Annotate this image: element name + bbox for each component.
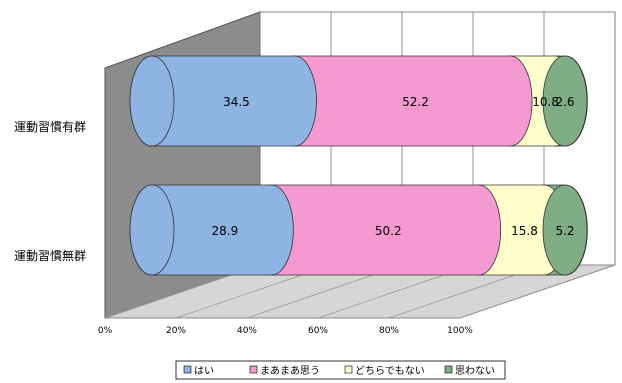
data-label: 5.2 bbox=[555, 224, 574, 238]
legend-swatch bbox=[183, 365, 192, 374]
data-label: 50.2 bbox=[375, 224, 402, 238]
x-tick-label: 80% bbox=[379, 326, 399, 336]
bar-end-cap bbox=[542, 184, 588, 276]
legend-label: まあまあ思う bbox=[260, 365, 320, 377]
x-tick-label: 20% bbox=[166, 326, 186, 336]
category-label: 運動習慣無群 bbox=[14, 248, 86, 263]
x-axis-ticks: 0% 20% 40% 60% 80% 100% bbox=[98, 326, 473, 336]
legend-label: 思わない bbox=[455, 365, 495, 377]
x-tick-label: 60% bbox=[308, 326, 328, 336]
legend-swatch bbox=[344, 365, 353, 374]
x-tick-label: 0% bbox=[98, 326, 113, 336]
legend: はい まあまあ思う どちらでもない 思わない bbox=[183, 365, 495, 377]
data-label: 10.8 bbox=[532, 95, 559, 109]
legend-swatch bbox=[249, 365, 258, 374]
data-label: 52.2 bbox=[402, 95, 429, 109]
data-label: 34.5 bbox=[223, 95, 250, 109]
bar-layer: 34.5 52.2 10.82.6 28.9 50.2 15.8 5.2 bbox=[129, 55, 588, 276]
bar-end-cap bbox=[542, 55, 588, 147]
x-tick-label: 40% bbox=[237, 326, 257, 336]
data-label: 15.8 bbox=[511, 224, 538, 238]
category-label: 運動習慣有群 bbox=[14, 119, 86, 134]
data-label: 28.9 bbox=[212, 224, 239, 238]
legend-box bbox=[175, 360, 506, 380]
legend-swatch bbox=[444, 365, 453, 374]
legend-label: はい bbox=[194, 365, 214, 377]
legend-label: どちらでもない bbox=[355, 365, 425, 377]
bar-start-cap bbox=[129, 184, 175, 276]
data-label: 2.6 bbox=[555, 95, 574, 109]
bar-start-cap bbox=[129, 55, 175, 147]
x-tick-label: 100% bbox=[447, 326, 473, 336]
floor-gridline bbox=[459, 264, 616, 319]
